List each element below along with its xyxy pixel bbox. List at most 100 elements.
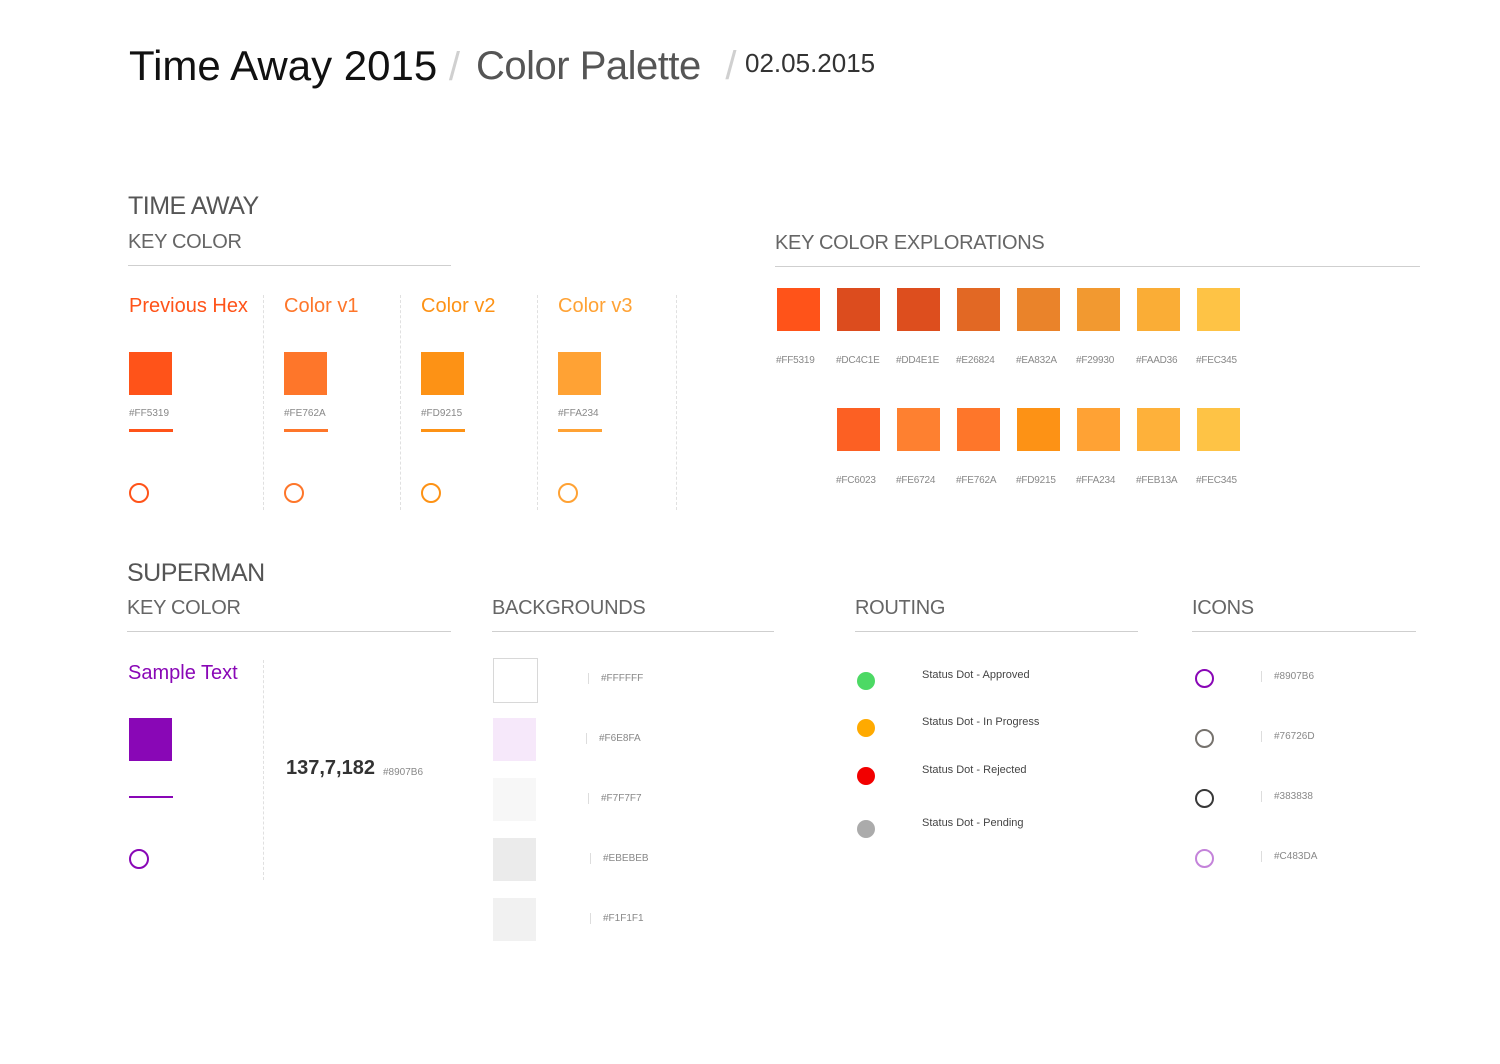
routing-rule <box>855 631 1138 632</box>
page-date: 02.05.2015 <box>745 48 876 78</box>
exploration-swatch <box>897 408 940 451</box>
explorations-rule <box>775 266 1420 267</box>
exploration-swatch <box>957 408 1000 451</box>
background-swatch <box>493 838 536 881</box>
time-away-title: TIME AWAY <box>128 192 259 220</box>
status-dot-row: Status Dot - In Progress <box>857 716 1137 739</box>
circle-outline-icon <box>1195 789 1214 808</box>
exploration-swatch-item: #FE762A <box>956 408 1017 486</box>
key-color-swatch <box>129 352 172 395</box>
exploration-hex: #FFA234 <box>1076 475 1116 486</box>
background-hex: #EBEBEB <box>590 853 649 864</box>
title-separator: / <box>448 45 460 89</box>
icon-color-row: #76726D <box>1195 729 1415 751</box>
background-swatch <box>493 778 536 821</box>
exploration-swatch <box>1197 288 1240 331</box>
subtitle-text: Color Palette <box>476 44 701 88</box>
status-dot-row: Status Dot - Approved <box>857 669 1137 692</box>
exploration-hex: #FEC345 <box>1196 355 1237 366</box>
time-away-rule <box>128 265 451 266</box>
circle-outline-icon <box>1195 669 1214 688</box>
icon-color-hex: #8907B6 <box>1261 671 1314 682</box>
background-swatch <box>493 658 538 703</box>
exploration-hex: #E26824 <box>956 355 995 366</box>
exploration-swatch-item: #FEB13A <box>1136 408 1197 486</box>
superman-key-color-title: KEY COLOR <box>127 597 241 619</box>
key-color-column: Color v2 #FD9215 <box>400 295 521 510</box>
icon-color-row: #C483DA <box>1195 849 1415 871</box>
key-color-label: Color v1 <box>284 295 359 317</box>
exploration-swatch <box>837 408 880 451</box>
status-dot-icon <box>857 767 875 785</box>
exploration-hex: #FEB13A <box>1136 475 1178 486</box>
page-title: Time Away 2015 / <box>129 42 460 90</box>
exploration-swatch-item: #FF5319 <box>776 288 837 366</box>
circle-outline-icon <box>129 483 149 503</box>
key-color-line-sample <box>558 429 602 432</box>
background-swatch-row: #EBEBEB <box>493 838 693 881</box>
status-dot-row: Status Dot - Pending <box>857 817 1137 840</box>
key-color-hex: #FFA234 <box>558 408 599 419</box>
icon-color-hex: #76726D <box>1261 731 1315 742</box>
subtitle-separator: / <box>725 44 736 88</box>
background-swatch-row: #F6E8FA <box>493 718 693 761</box>
superman-rule <box>127 631 451 632</box>
key-color-line-sample <box>129 429 173 432</box>
exploration-swatch-item: #FE6724 <box>896 408 957 486</box>
background-swatch-row: #F7F7F7 <box>493 778 693 821</box>
status-dot-icon <box>857 820 875 838</box>
superman-title: SUPERMAN <box>127 559 265 587</box>
superman-hex: #8907B6 <box>383 767 424 778</box>
key-color-column: Color v1 #FE762A <box>263 295 384 510</box>
exploration-swatch-item: #FAAD36 <box>1136 288 1197 366</box>
superman-line-sample <box>129 796 173 798</box>
exploration-swatch <box>1077 288 1120 331</box>
circle-outline-icon <box>284 483 304 503</box>
routing-title: ROUTING <box>855 597 946 619</box>
key-color-line-sample <box>284 429 328 432</box>
exploration-swatch <box>957 288 1000 331</box>
circle-outline-icon <box>421 483 441 503</box>
icons-title: ICONS <box>1192 597 1254 619</box>
circle-outline-icon <box>1195 849 1214 868</box>
exploration-hex: #FC6023 <box>836 475 876 486</box>
icon-color-hex: #383838 <box>1261 791 1313 802</box>
key-color-label: Color v2 <box>421 295 496 317</box>
key-color-hex: #FD9215 <box>421 408 463 419</box>
exploration-swatch <box>1197 408 1240 451</box>
exploration-swatch-item: #EA832A <box>1016 288 1077 366</box>
key-color-swatch <box>421 352 464 395</box>
key-color-line-sample <box>421 429 465 432</box>
exploration-swatch <box>1077 408 1120 451</box>
page-subtitle: Color Palette / <box>476 44 736 89</box>
exploration-hex: #DD4E1E <box>896 355 940 366</box>
background-hex: #F7F7F7 <box>588 793 642 804</box>
exploration-swatch-item: #FEC345 <box>1196 288 1257 366</box>
app-title: Time Away 2015 <box>129 42 438 89</box>
key-color-label: Color v3 <box>558 295 633 317</box>
sample-text: Sample Text <box>128 662 238 684</box>
backgrounds-title: BACKGROUNDS <box>492 597 646 619</box>
exploration-hex: #FE762A <box>956 475 997 486</box>
exploration-swatch-item: #DD4E1E <box>896 288 957 366</box>
exploration-hex: #F29930 <box>1076 355 1115 366</box>
exploration-swatch <box>1137 408 1180 451</box>
time-away-key-color-title: KEY COLOR <box>128 231 242 253</box>
key-color-column: Color v3 #FFA234 <box>537 295 677 510</box>
background-hex: #F1F1F1 <box>590 913 644 924</box>
exploration-swatch <box>777 288 820 331</box>
explorations-title: KEY COLOR EXPLORATIONS <box>775 232 1045 254</box>
exploration-hex: #FF5319 <box>776 355 815 366</box>
status-dot-label: Status Dot - Approved <box>922 669 1030 681</box>
status-dot-icon <box>857 719 875 737</box>
exploration-hex: #DC4C1E <box>836 355 880 366</box>
circle-outline-icon <box>558 483 578 503</box>
exploration-hex: #FAAD36 <box>1136 355 1178 366</box>
background-swatch <box>493 718 536 761</box>
exploration-swatch-item: #FFA234 <box>1076 408 1137 486</box>
exploration-swatch-item: #DC4C1E <box>836 288 897 366</box>
exploration-hex: #FE6724 <box>896 475 936 486</box>
superman-divider <box>263 660 264 880</box>
background-swatch <box>493 898 536 941</box>
icons-rule <box>1192 631 1416 632</box>
